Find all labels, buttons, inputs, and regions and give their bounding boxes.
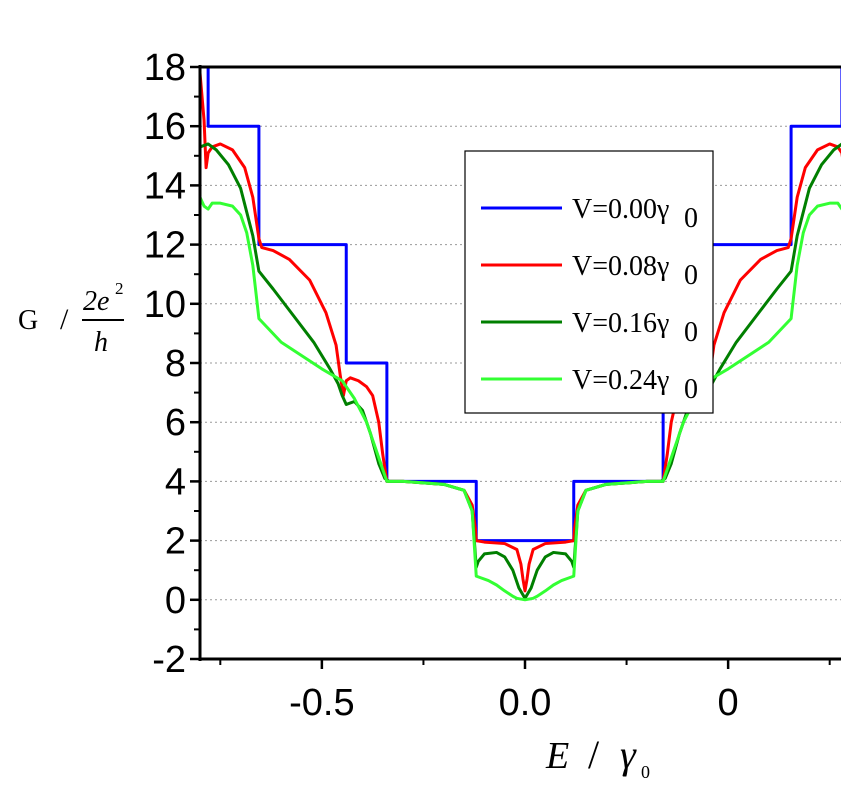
series-line-0 bbox=[204, 65, 841, 543]
legend-subscript-1: 0 bbox=[684, 260, 698, 291]
x-axis-title-e: E bbox=[545, 735, 569, 777]
x-tick-label-1: 0.0 bbox=[499, 682, 552, 724]
x-tick-label-0: -0.5 bbox=[289, 682, 354, 724]
legend-subscript-0: 0 bbox=[684, 203, 698, 234]
legend-subscript-3: 0 bbox=[684, 374, 698, 405]
y-axis-title-g: G bbox=[18, 305, 38, 336]
series-lines bbox=[200, 65, 841, 602]
x-axis-title-sep: / bbox=[588, 732, 600, 777]
x-axis-ticks: -0.5 0.0 0 bbox=[219, 659, 831, 724]
y-tick-label-7: 12 bbox=[144, 225, 186, 267]
legend-box bbox=[464, 150, 714, 414]
series-line-3 bbox=[200, 196, 841, 602]
x-tick-label-2: 0 bbox=[718, 682, 739, 724]
y-tick-label-5: 8 bbox=[165, 343, 186, 385]
x-axis-title-subscript: 0 bbox=[641, 762, 650, 782]
y-tick-label-0: -2 bbox=[152, 639, 186, 681]
y-tick-label-6: 10 bbox=[144, 284, 186, 326]
y-tick-label-10: 18 bbox=[144, 47, 186, 89]
legend: V=0.00γ 0 V=0.08γ 0 V=0.16γ 0 V=0.24γ 0 bbox=[464, 150, 714, 414]
y-axis-title-numerator: 2e bbox=[83, 286, 109, 317]
legend-label-0: V=0.00γ bbox=[572, 194, 669, 225]
x-axis-title-gamma: γ bbox=[620, 732, 637, 777]
y-axis-title: G / 2e 2 h bbox=[18, 279, 124, 358]
legend-subscript-2: 0 bbox=[684, 317, 698, 348]
y-axis-ticks: -2 0 2 4 6 8 10 12 14 16 18 bbox=[144, 47, 200, 681]
y-axis-title-denominator: h bbox=[94, 327, 108, 358]
y-tick-label-2: 2 bbox=[165, 521, 186, 563]
series-line-1 bbox=[200, 72, 841, 593]
legend-label-2: V=0.16γ bbox=[572, 308, 669, 339]
y-tick-label-8: 14 bbox=[144, 165, 186, 207]
y-axis-title-sep: / bbox=[60, 303, 69, 336]
legend-label-3: V=0.24γ bbox=[572, 365, 669, 396]
legend-label-1: V=0.08γ bbox=[572, 251, 669, 282]
y-axis-title-superscript: 2 bbox=[115, 279, 124, 298]
x-axis-title: E / γ 0 bbox=[545, 732, 650, 782]
y-tick-label-9: 16 bbox=[144, 106, 186, 148]
y-tick-label-4: 6 bbox=[165, 402, 186, 444]
y-tick-label-3: 4 bbox=[165, 461, 186, 503]
y-tick-label-1: 0 bbox=[165, 580, 186, 622]
